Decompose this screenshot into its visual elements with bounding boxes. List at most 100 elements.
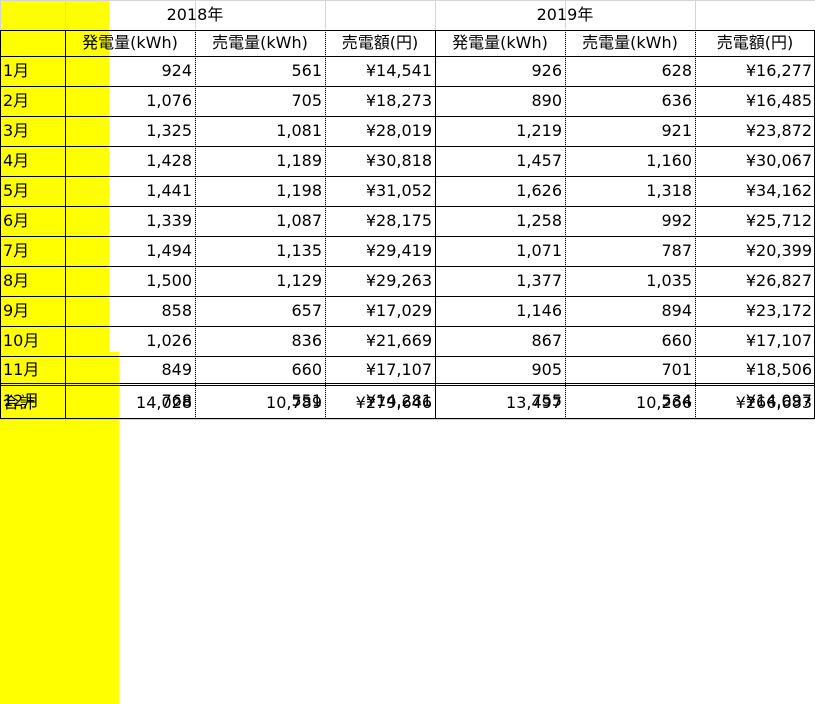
row-border [0,296,815,297]
data-cell[interactable]: 849 [161,359,192,379]
data-cell[interactable]: 1,339 [146,211,192,230]
year-title-2019[interactable]: 2019年 [536,5,594,24]
data-cell[interactable]: ¥14,097 [745,391,812,410]
data-cell[interactable]: ¥18,273 [365,91,432,110]
total-cell[interactable]: 13,497 [506,392,562,412]
month-label[interactable]: 2月 [3,91,30,110]
data-cell[interactable]: ¥21,669 [365,331,432,350]
data-cell[interactable]: 1,500 [146,271,192,290]
data-cell[interactable]: ¥28,019 [365,121,432,140]
data-cell[interactable]: ¥30,818 [365,151,432,170]
data-cell[interactable]: 1,626 [516,181,562,200]
data-cell[interactable]: 890 [531,91,562,110]
data-cell[interactable]: 1,318 [646,181,692,200]
month-label[interactable]: 9月 [3,301,30,320]
data-cell[interactable]: ¥34,162 [745,181,812,200]
data-cell[interactable]: 921 [661,121,692,140]
data-cell[interactable]: ¥18,506 [745,359,812,379]
data-cell[interactable]: 926 [531,61,562,80]
month-label[interactable]: 1月 [3,61,30,80]
year-title-2018[interactable]: 2018年 [166,5,224,24]
data-cell[interactable]: ¥29,419 [365,241,432,260]
month-label[interactable]: 12月 [3,391,40,410]
data-cell[interactable]: 1,135 [276,241,322,260]
data-cell[interactable]: 628 [661,61,692,80]
data-cell[interactable]: ¥17,029 [365,301,432,320]
data-cell[interactable]: ¥29,263 [365,271,432,290]
data-cell[interactable]: ¥30,067 [745,151,812,170]
column-header[interactable]: 売電額(円) [716,33,794,52]
data-cell[interactable]: 1,258 [516,211,562,230]
data-cell[interactable]: ¥16,277 [745,61,812,80]
data-cell[interactable]: ¥20,399 [745,241,812,260]
data-cell[interactable]: 1,035 [646,271,692,290]
data-cell[interactable]: 551 [291,391,322,410]
data-cell[interactable]: 1,087 [276,211,322,230]
data-cell[interactable]: 636 [661,91,692,110]
data-cell[interactable]: 1,189 [276,151,322,170]
column-header[interactable]: 発電量(kWh) [452,33,548,52]
data-cell[interactable]: ¥28,175 [365,211,432,230]
data-cell[interactable]: ¥14,281 [365,391,432,410]
data-cell[interactable]: 787 [661,241,692,260]
data-cell[interactable]: 768 [161,391,192,410]
data-cell[interactable]: 992 [661,211,692,230]
data-cell[interactable]: 1,129 [276,271,322,290]
data-cell[interactable]: 1,494 [146,241,192,260]
month-label[interactable]: 5月 [3,181,30,200]
column-header[interactable]: 売電量(kWh) [582,33,678,52]
data-cell[interactable]: 1,026 [146,331,192,350]
data-cell[interactable]: ¥23,172 [745,301,812,320]
data-cell[interactable]: 894 [661,301,692,320]
data-cell[interactable]: ¥17,107 [745,331,812,350]
data-cell[interactable]: 1,081 [276,121,322,140]
data-cell[interactable]: 1,076 [146,91,192,110]
data-cell[interactable]: 660 [661,331,692,350]
data-cell[interactable]: 534 [661,391,692,410]
data-cell[interactable]: 1,160 [646,151,692,170]
total-cell[interactable]: 14,028 [136,392,192,412]
total-cell[interactable]: ¥266,683 [735,392,812,412]
data-cell[interactable]: 1,441 [146,181,192,200]
data-cell[interactable]: ¥31,052 [365,181,432,200]
data-cell[interactable]: ¥16,485 [745,91,812,110]
column-header[interactable]: 発電量(kWh) [82,33,178,52]
data-cell[interactable]: 701 [661,359,692,379]
total-cell[interactable]: 10,789 [266,392,322,412]
month-label[interactable]: 3月 [3,121,30,140]
total-cell[interactable]: 10,266 [636,392,692,412]
data-cell[interactable]: 1,377 [516,271,562,290]
data-cell[interactable]: 657 [291,301,322,320]
month-label[interactable]: 8月 [3,271,30,290]
data-cell[interactable]: ¥25,712 [745,211,812,230]
data-cell[interactable]: 836 [291,331,322,350]
data-cell[interactable]: ¥26,827 [745,271,812,290]
data-cell[interactable]: 867 [531,331,562,350]
total-cell[interactable]: ¥279,646 [355,392,432,412]
month-label[interactable]: 7月 [3,241,30,260]
month-label[interactable]: 10月 [3,331,40,350]
data-cell[interactable]: 1,146 [516,301,562,320]
data-cell[interactable]: ¥17,107 [365,359,432,379]
data-cell[interactable]: 660 [291,359,322,379]
data-cell[interactable]: 858 [161,301,192,320]
data-cell[interactable]: ¥14,541 [365,61,432,80]
data-cell[interactable]: 905 [531,359,562,379]
data-cell[interactable]: 1,428 [146,151,192,170]
data-cell[interactable]: ¥23,872 [745,121,812,140]
data-cell[interactable]: 561 [291,61,322,80]
data-cell[interactable]: 1,219 [516,121,562,140]
month-label[interactable]: 6月 [3,211,30,230]
data-cell[interactable]: 1,198 [276,181,322,200]
month-label[interactable]: 11月 [3,359,40,379]
column-header[interactable]: 売電量(kWh) [212,33,308,52]
column-header[interactable]: 売電額(円) [341,33,419,52]
data-cell[interactable]: 705 [291,91,322,110]
data-cell[interactable]: 755 [531,391,562,410]
month-label[interactable]: 4月 [3,151,30,170]
total-label[interactable]: 合計 [3,392,36,412]
data-cell[interactable]: 1,325 [146,121,192,140]
data-cell[interactable]: 1,457 [516,151,562,170]
data-cell[interactable]: 924 [161,61,192,80]
data-cell[interactable]: 1,071 [516,241,562,260]
